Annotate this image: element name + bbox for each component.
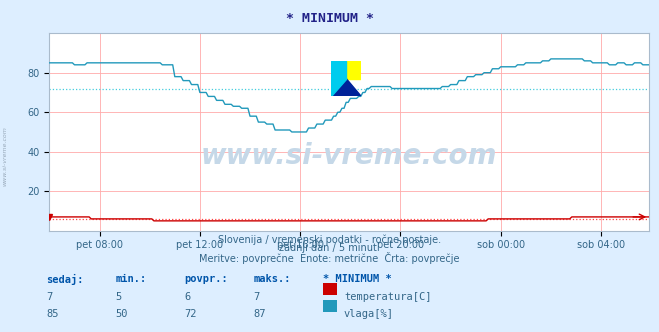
Text: maks.:: maks.: (254, 274, 291, 284)
Text: * MINIMUM *: * MINIMUM * (285, 12, 374, 25)
Text: povpr.:: povpr.: (185, 274, 228, 284)
Text: www.si-vreme.com: www.si-vreme.com (201, 142, 498, 170)
Text: 50: 50 (115, 309, 128, 319)
Text: vlaga[%]: vlaga[%] (344, 309, 394, 319)
Text: 5: 5 (115, 292, 121, 302)
Text: min.:: min.: (115, 274, 146, 284)
Polygon shape (331, 79, 361, 96)
Text: 85: 85 (46, 309, 59, 319)
Text: 87: 87 (254, 309, 266, 319)
Text: temperatura[C]: temperatura[C] (344, 292, 432, 302)
Text: Slovenija / vremenski podatki - ročne postaje.: Slovenija / vremenski podatki - ročne po… (218, 234, 441, 245)
Polygon shape (346, 61, 361, 79)
Text: 6: 6 (185, 292, 190, 302)
Text: 7: 7 (254, 292, 260, 302)
Text: zadnji dan / 5 minut.: zadnji dan / 5 minut. (279, 243, 380, 253)
Text: 7: 7 (46, 292, 52, 302)
Polygon shape (331, 61, 346, 96)
Text: Meritve: povprečne  Enote: metrične  Črta: povprečje: Meritve: povprečne Enote: metrične Črta:… (199, 252, 460, 264)
Text: www.si-vreme.com: www.si-vreme.com (3, 126, 8, 186)
Text: 72: 72 (185, 309, 197, 319)
Text: sedaj:: sedaj: (46, 274, 84, 285)
Text: * MINIMUM *: * MINIMUM * (323, 274, 391, 284)
